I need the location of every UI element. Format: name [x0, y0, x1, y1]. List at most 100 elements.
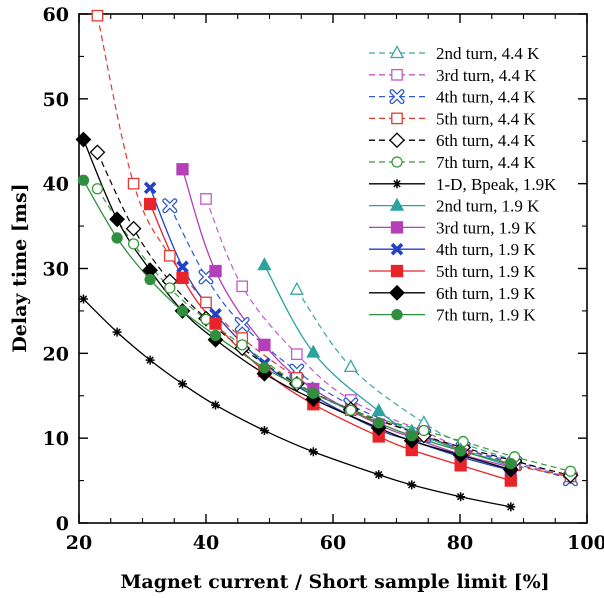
legend-marker	[392, 179, 402, 189]
y-tick-label: 20	[43, 343, 69, 365]
series-line	[96, 152, 571, 477]
legend-marker	[391, 68, 403, 81]
data-point	[506, 502, 516, 512]
data-point-inner	[163, 199, 177, 212]
legend-label: 7th turn, 1.9 K	[436, 306, 536, 325]
data-point	[176, 305, 189, 317]
data-point	[258, 338, 271, 352]
data-point	[78, 294, 88, 304]
x-tick-label: 20	[66, 532, 92, 554]
data-point	[373, 417, 385, 429]
legend-label: 4th turn, 1.9 K	[436, 240, 536, 259]
y-axis-title: Delay time [ms]	[9, 183, 31, 352]
data-point	[209, 264, 222, 278]
legend-label: 5th turn, 1.9 K	[436, 262, 536, 281]
data-point	[406, 429, 418, 442]
y-tick-label: 30	[43, 259, 69, 281]
data-point	[290, 348, 303, 361]
data-point	[209, 317, 222, 330]
legend-label: 3rd turn, 1.9 K	[436, 218, 537, 237]
legend-label: 2nd turn, 1.9 K	[436, 197, 540, 216]
data-point	[75, 131, 92, 148]
legend-marker	[391, 156, 403, 168]
data-point	[407, 480, 417, 490]
data-point	[143, 181, 157, 195]
data-point	[505, 457, 517, 470]
data-point-inner	[199, 270, 213, 284]
data-point	[418, 424, 430, 437]
data-point	[127, 238, 140, 250]
legend-marker	[389, 197, 405, 211]
legend-marker	[391, 308, 403, 321]
legend-marker	[390, 264, 404, 278]
data-point	[371, 403, 386, 417]
data-point	[308, 447, 318, 457]
data-point	[77, 174, 90, 186]
data-point	[111, 232, 123, 244]
series-line	[82, 298, 511, 508]
data-point	[456, 492, 466, 502]
data-point	[259, 426, 269, 436]
data-point	[291, 377, 303, 389]
data-point	[178, 379, 188, 389]
legend-label: 6th turn, 1.9 K	[436, 284, 536, 303]
data-point	[345, 404, 357, 416]
data-point	[89, 144, 106, 161]
y-tick-label: 40	[43, 174, 69, 196]
data-point	[176, 271, 189, 284]
data-point	[236, 280, 249, 293]
data-point	[289, 281, 304, 295]
legend-label: 1-D, Bpeak, 1.9K	[436, 175, 557, 194]
legend-marker	[389, 132, 405, 149]
y-tick-label: 10	[43, 428, 69, 450]
x-tick-label: 80	[447, 532, 473, 554]
legend-marker	[389, 284, 405, 301]
data-point	[374, 470, 384, 480]
data-point	[307, 387, 319, 399]
legend-label: 5th turn, 4.4 K	[436, 109, 536, 128]
data-point	[143, 197, 157, 211]
legend-label: 4th turn, 4.4 K	[436, 88, 536, 107]
data-point	[236, 339, 248, 351]
data-point	[127, 177, 140, 190]
y-tick-label: 0	[56, 513, 69, 535]
legend-label: 2nd turn, 4.4 K	[436, 44, 540, 63]
legend-label: 3rd turn, 4.4 K	[436, 66, 537, 85]
data-point	[145, 355, 155, 365]
legend-marker-inner	[390, 90, 404, 103]
data-point	[257, 257, 272, 271]
x-axis-title: Magnet current / Short sample limit [%]	[120, 571, 549, 593]
data-point	[163, 249, 176, 262]
legend-marker	[390, 242, 404, 256]
legend: 2nd turn, 4.4 K 3rd turn, 4.4 K 4th turn, …	[369, 44, 557, 325]
data-point	[564, 465, 577, 477]
legend-marker	[389, 45, 405, 59]
x-tick-label: 40	[193, 532, 219, 554]
y-tick-label: 50	[43, 89, 69, 111]
legend-label: 6th turn, 4.4 K	[436, 131, 536, 150]
data-point	[176, 163, 189, 176]
x-tick-label: 100	[567, 532, 604, 554]
legend-label: 7th turn, 4.4 K	[436, 153, 536, 172]
data-point	[258, 362, 271, 374]
x-tick-label: 60	[320, 532, 346, 554]
data-point	[144, 273, 156, 286]
data-point	[343, 359, 358, 373]
data-point	[125, 220, 142, 237]
data-point	[91, 9, 104, 22]
data-point	[306, 344, 321, 358]
data-point	[109, 211, 126, 228]
legend-marker	[390, 221, 404, 234]
data-point-inner	[235, 318, 249, 331]
y-tick-label: 60	[43, 4, 69, 26]
data-point	[164, 282, 176, 294]
legend-marker	[391, 112, 403, 125]
data-point	[91, 183, 104, 195]
data-point	[211, 400, 221, 410]
series-markers	[75, 9, 579, 512]
axis-ticks: 20 40 60 80 100 0 10 20 30 40 50 60	[43, 4, 604, 554]
data-point	[176, 260, 189, 274]
data-point	[200, 296, 212, 309]
data-point	[112, 327, 122, 337]
